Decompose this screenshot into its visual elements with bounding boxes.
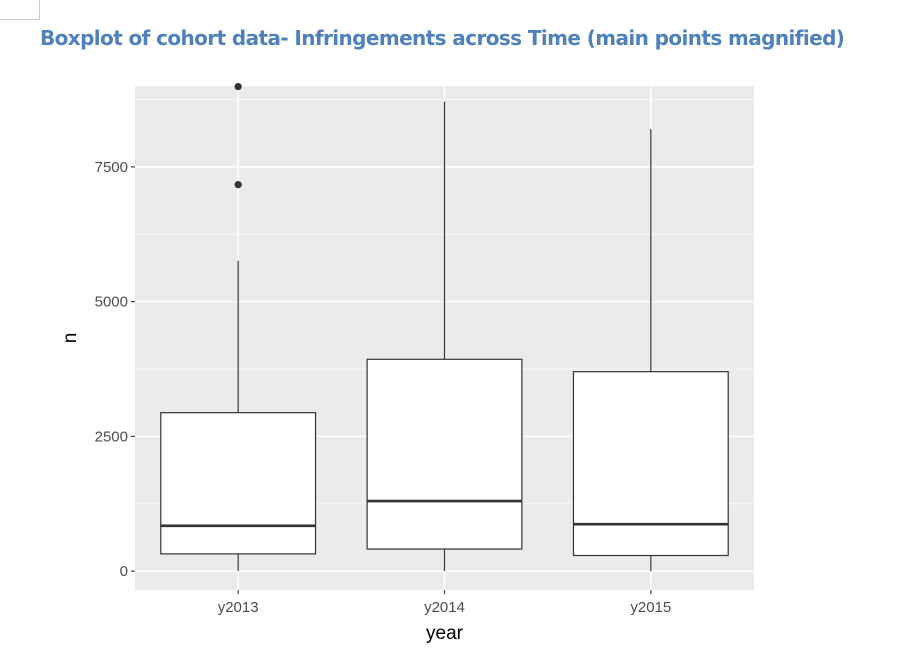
x-tick-label-y2015: y2015 <box>630 599 671 616</box>
box-y2013 <box>160 82 317 572</box>
y-tick-label: 0 <box>120 563 128 580</box>
y-axis-title: n <box>60 333 81 344</box>
page-title: Boxplot of cohort data- Infringements ac… <box>40 26 845 50</box>
outlier-point <box>234 181 242 189</box>
y-tick-label: 5000 <box>95 294 128 311</box>
box-iqr <box>160 412 317 555</box>
box-iqr <box>366 358 523 550</box>
x-tick-label-y2014: y2014 <box>424 599 465 616</box>
document-corner-mark <box>0 0 40 20</box>
box-y2015 <box>572 129 729 572</box>
x-tick-label-y2013: y2013 <box>218 599 259 616</box>
box-iqr <box>572 371 729 557</box>
outlier-point <box>234 82 242 91</box>
x-axis: y2013 y2014 y2015 <box>218 590 671 616</box>
y-tick-label: 2500 <box>95 428 128 445</box>
box-y2014 <box>366 101 523 572</box>
y-axis: 0 2500 5000 7500 <box>95 159 135 580</box>
box-series <box>160 82 729 572</box>
y-tick-label: 7500 <box>95 159 128 176</box>
x-axis-title: year <box>426 623 464 644</box>
